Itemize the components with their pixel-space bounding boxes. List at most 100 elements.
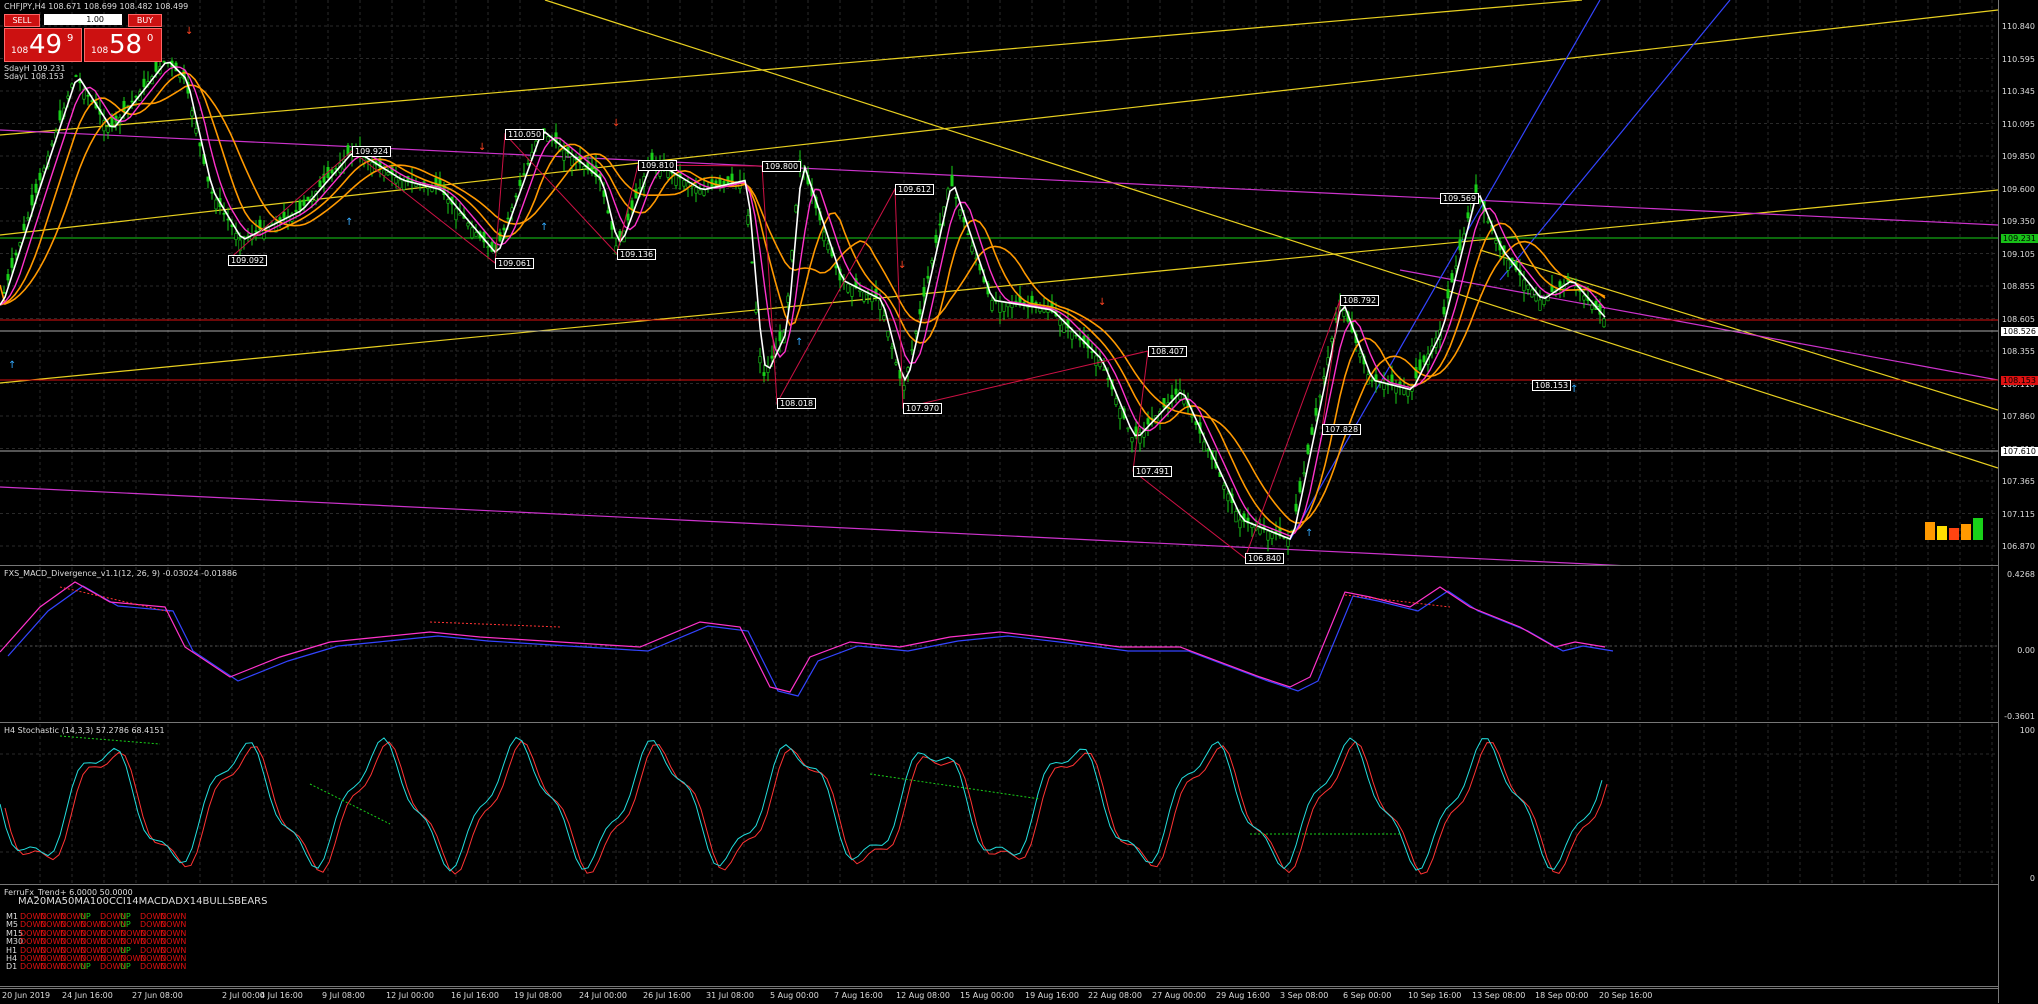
candle-body	[914, 331, 918, 334]
price-axis[interactable]: 110.840 110.595 110.345 110.095 109.850 109.6…	[1998, 0, 2038, 1003]
signal-arrow-icon: ↑	[540, 222, 548, 233]
buy-button[interactable]: BUY	[128, 14, 162, 27]
candle-body	[822, 231, 826, 242]
candle-body	[794, 205, 798, 213]
volume-profile-widget	[1925, 518, 1983, 540]
price-chart-canvas[interactable]: ↑ ↑ ↑ ↑ ↑ ↑ ↓ ↓ ↓ ↓ ↓	[0, 0, 1999, 568]
macd-canvas[interactable]	[0, 567, 1998, 722]
candle-body	[1090, 351, 1094, 353]
trend-cell: DOWN	[20, 920, 47, 930]
candle-body	[634, 188, 638, 199]
trend-cell: DOWN	[40, 928, 67, 938]
sell-price-pip: 9	[67, 33, 74, 44]
candle-body	[134, 95, 138, 98]
candle-body	[1006, 302, 1010, 308]
candle-body	[1226, 493, 1230, 502]
candle-body	[826, 243, 830, 251]
swing-price-label: 108.018	[777, 398, 817, 409]
candle-body	[854, 278, 858, 289]
price-tick: 106.870	[2001, 542, 2035, 551]
trend-cell: UP	[120, 912, 131, 921]
candle-body	[786, 295, 790, 303]
grid	[0, 0, 1998, 565]
candle-body	[206, 176, 210, 182]
candle-body	[1062, 323, 1066, 333]
candle-body	[398, 179, 402, 189]
time-tick: 27 Jun 08:00	[132, 991, 183, 1000]
candle-body	[1070, 331, 1074, 340]
candle-body	[950, 175, 954, 187]
time-tick: 19 Jul 08:00	[514, 991, 562, 1000]
candle-body	[1162, 398, 1166, 408]
candle-body	[1098, 359, 1102, 368]
candle-body	[522, 173, 526, 175]
candle-body	[1138, 432, 1142, 444]
candle-body	[26, 217, 30, 220]
candle-body	[1414, 367, 1418, 379]
timeframe-label: D1	[6, 962, 18, 972]
candle-body	[998, 301, 1002, 313]
trend-cell: DOWN	[80, 954, 107, 963]
sell-price-prefix: 108	[11, 46, 29, 56]
signal-arrow-icon: ↑	[1305, 528, 1313, 539]
candle-body	[1446, 289, 1450, 299]
lot-size-input[interactable]: 1.00	[44, 14, 122, 25]
sell-price-main: 49	[29, 30, 63, 60]
candle-body	[198, 142, 202, 147]
sell-button[interactable]: SELL	[4, 14, 40, 27]
candle-body	[454, 208, 458, 221]
stochastic-canvas[interactable]	[0, 724, 1998, 884]
candle-body	[1458, 239, 1462, 251]
candle-body	[466, 222, 470, 227]
candle-body	[1310, 427, 1314, 435]
macd-pane[interactable]: FXS_MACD_Divergence_v1.1(12, 26, 9) -0.0…	[0, 567, 1998, 723]
timeframe-label: M1	[6, 912, 18, 921]
trend-indicator-pane[interactable]: FerruFx_Trend+ 6.0000 50.0000 MA20MA50MA…	[0, 886, 1998, 987]
candle-body	[502, 227, 506, 231]
trend-cell: DOWN	[160, 912, 187, 921]
candle-body	[446, 199, 450, 204]
candle-body	[1358, 353, 1362, 358]
macd-signal-line	[7, 585, 1614, 697]
trend-title: FerruFx_Trend+ 6.0000 50.0000	[4, 888, 133, 897]
candle-body	[1118, 408, 1122, 419]
candle-body	[958, 209, 962, 216]
candle-body	[990, 300, 994, 311]
stochastic-pane[interactable]: H4 Stochastic (14,3,3) 57.2786 68.4151	[0, 724, 1998, 885]
trend-cell: DOWN	[60, 912, 87, 921]
time-tick: 19 Aug 16:00	[1025, 991, 1079, 1000]
candle-body	[630, 200, 634, 210]
price-chart-pane[interactable]: ↑ ↑ ↑ ↑ ↑ ↑ ↓ ↓ ↓ ↓ ↓ CHFJPY,H4 108.671 108.699 10…	[0, 0, 1999, 568]
trend-cell: DOWN	[140, 920, 167, 930]
trend-cell: DOWN	[160, 945, 187, 955]
sell-price-display[interactable]: 108 49 9	[4, 28, 82, 62]
candle-body	[278, 217, 282, 221]
candle-body	[1422, 355, 1426, 363]
timeframe-label: H4	[6, 954, 18, 963]
candle-body	[922, 287, 926, 297]
candle-body	[938, 223, 942, 226]
trend-cell: DOWN	[40, 962, 67, 972]
time-tick: 24 Jul 00:00	[579, 991, 627, 1000]
buy-price-display[interactable]: 108 58 0	[84, 28, 162, 62]
time-tick: 4 Jul 16:00	[260, 991, 303, 1000]
macd-axis-top: 0.4268	[2007, 570, 2035, 579]
candle-body	[970, 245, 974, 253]
candle-body	[1582, 295, 1586, 301]
trend-cell: DOWN	[140, 928, 167, 938]
time-tick: 3 Sep 08:00	[1280, 991, 1329, 1000]
candle-body	[1258, 527, 1262, 535]
swing-price-label: 106.840	[1245, 553, 1285, 564]
trend-cell: UP	[80, 912, 91, 921]
time-tick: 31 Jul 08:00	[706, 991, 754, 1000]
candle-body	[862, 291, 866, 302]
macd-title: FXS_MACD_Divergence_v1.1(12, 26, 9) -0.0…	[4, 569, 238, 578]
macd-axis-zero: 0.00	[2017, 646, 2035, 655]
candle-body	[1106, 378, 1110, 380]
price-tick: 108.355	[2001, 347, 2035, 356]
candle-body	[1094, 355, 1098, 366]
candle-body	[770, 355, 774, 359]
candle-body	[1206, 449, 1210, 452]
candle-body	[1126, 427, 1130, 430]
time-axis[interactable]: 20 Jun 2019 24 Jun 16:00 27 Jun 08:00 2 Jul…	[0, 988, 1998, 1004]
